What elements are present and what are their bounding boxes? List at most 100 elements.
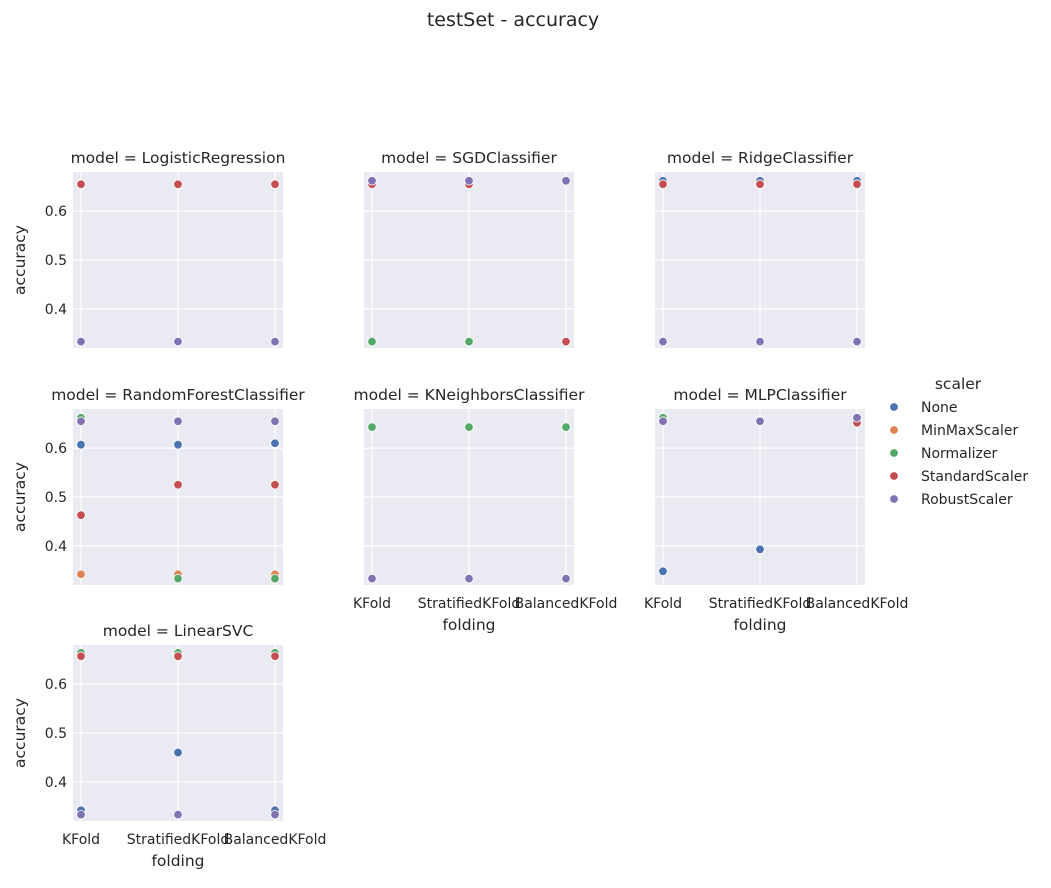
- legend-item-StandardScaler: StandardScaler: [889, 469, 1028, 485]
- point-StandardScaler: [173, 179, 183, 189]
- point-None: [270, 438, 280, 448]
- point-RobustScaler: [658, 416, 668, 426]
- x-tick-label: BalancedKFold: [806, 596, 909, 612]
- legend-label: RobustScaler: [921, 492, 1013, 508]
- legend-item-RobustScaler: RobustScaler: [889, 492, 1013, 508]
- point-RobustScaler: [76, 809, 86, 820]
- legend-marker: [889, 494, 899, 504]
- point-RobustScaler: [173, 809, 183, 820]
- point-StandardScaler: [658, 179, 668, 189]
- legend-marker: [889, 448, 899, 458]
- point-None: [173, 747, 183, 758]
- x-tick-label: BalancedKFold: [224, 832, 327, 848]
- point-StandardScaler: [173, 651, 183, 661]
- point-Normalizer: [367, 336, 377, 347]
- x-axis-label: folding: [151, 852, 204, 870]
- point-RobustScaler: [173, 416, 183, 426]
- point-RobustScaler: [270, 416, 280, 426]
- point-Normalizer: [464, 422, 474, 432]
- facet-LogisticRegression: model = LogisticRegression 0.4 0.5 0.6 accur…: [11, 149, 285, 348]
- point-RobustScaler: [561, 176, 571, 186]
- legend-label: StandardScaler: [921, 469, 1028, 485]
- y-axis-label: accuracy: [11, 225, 29, 295]
- point-StandardScaler: [755, 179, 765, 189]
- facet-RidgeClassifier: model = RidgeClassifier: [655, 149, 865, 348]
- point-RobustScaler: [561, 573, 571, 584]
- legend: scaler None MinMaxScaler Normalizer Standard…: [889, 375, 1028, 508]
- point-RobustScaler: [464, 573, 474, 584]
- point-Normalizer: [270, 573, 280, 584]
- x-tick-label: StratifiedKFold: [709, 596, 811, 612]
- point-Normalizer: [173, 573, 183, 584]
- point-StandardScaler: [561, 336, 571, 347]
- point-None: [658, 566, 668, 577]
- figure-title: testSet - accuracy: [427, 9, 599, 31]
- point-RobustScaler: [852, 413, 862, 423]
- facet-title: model = KNeighborsClassifier: [354, 386, 586, 404]
- legend-marker: [889, 402, 899, 412]
- facet-title: model = RandomForestClassifier: [51, 386, 305, 404]
- x-tick-label: KFold: [644, 596, 682, 612]
- point-Normalizer: [561, 422, 571, 432]
- y-axis-label: accuracy: [11, 462, 29, 532]
- y-tick-label: 0.6: [45, 677, 67, 693]
- x-tick-label: KFold: [353, 596, 391, 612]
- facet-title: model = LinearSVC: [103, 622, 254, 640]
- y-tick-label: 0.4: [45, 775, 67, 791]
- y-tick-label: 0.6: [45, 204, 67, 220]
- legend-item-MinMaxScaler: MinMaxScaler: [889, 423, 1018, 439]
- point-RobustScaler: [658, 336, 668, 347]
- point-RobustScaler: [76, 336, 86, 347]
- facet-RandomForestClassifier: model = RandomForestClassifier 0.4 0.5 0.6 a…: [11, 386, 305, 585]
- legend-marker: [889, 425, 899, 435]
- legend-label: MinMaxScaler: [921, 423, 1018, 439]
- point-RobustScaler: [173, 336, 183, 347]
- point-RobustScaler: [464, 176, 474, 186]
- point-RobustScaler: [270, 336, 280, 347]
- facet-SGDClassifier: model = SGDClassifier: [364, 149, 574, 348]
- point-Normalizer: [464, 336, 474, 347]
- point-StandardScaler: [76, 651, 86, 661]
- point-RobustScaler: [852, 336, 862, 347]
- point-StandardScaler: [76, 510, 86, 520]
- point-Normalizer: [367, 422, 377, 432]
- x-axis-label: folding: [733, 616, 786, 634]
- facet-KNeighborsClassifier: model = KNeighborsClassifier KFold Stratif…: [353, 386, 617, 634]
- y-tick-label: 0.4: [45, 539, 67, 555]
- y-axis-label: accuracy: [11, 698, 29, 768]
- y-tick-label: 0.6: [45, 441, 67, 457]
- facets: model = LogisticRegression 0.4 0.5 0.6 accur…: [11, 149, 908, 870]
- y-tick-label: 0.5: [45, 253, 67, 269]
- facet-title: model = LogisticRegression: [71, 149, 286, 167]
- legend-label: Normalizer: [921, 446, 998, 462]
- point-MinMaxScaler: [76, 569, 86, 579]
- x-tick-label: KFold: [62, 832, 100, 848]
- point-None: [76, 439, 86, 450]
- legend-marker: [889, 471, 899, 481]
- point-StandardScaler: [270, 179, 280, 189]
- point-RobustScaler: [367, 176, 377, 186]
- point-None: [755, 544, 765, 555]
- y-tick-label: 0.5: [45, 490, 67, 506]
- point-RobustScaler: [270, 809, 280, 820]
- point-None: [173, 439, 183, 450]
- facet-title: model = RidgeClassifier: [667, 149, 854, 167]
- y-tick-label: 0.5: [45, 726, 67, 742]
- facet-MLPClassifier: model = MLPClassifier KFold StratifiedKFol…: [644, 386, 908, 634]
- legend-label: None: [921, 400, 958, 416]
- legend-title: scaler: [935, 375, 982, 393]
- point-StandardScaler: [76, 179, 86, 189]
- x-tick-label: StratifiedKFold: [127, 832, 229, 848]
- x-tick-label: StratifiedKFold: [418, 596, 520, 612]
- point-StandardScaler: [852, 179, 862, 189]
- point-StandardScaler: [270, 480, 280, 490]
- point-RobustScaler: [755, 336, 765, 347]
- point-RobustScaler: [76, 416, 86, 426]
- point-RobustScaler: [755, 416, 765, 426]
- y-tick-label: 0.4: [45, 302, 67, 318]
- facet-LinearSVC: model = LinearSVC 0.4 0.5 0.6 accuracy KFold S…: [11, 622, 326, 870]
- point-StandardScaler: [270, 651, 280, 661]
- point-RobustScaler: [367, 573, 377, 584]
- legend-item-Normalizer: Normalizer: [889, 446, 998, 462]
